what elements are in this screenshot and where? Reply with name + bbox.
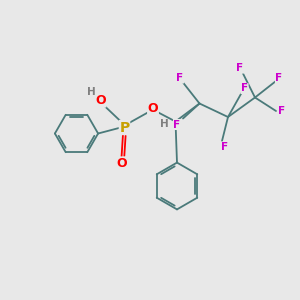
Text: F: F (176, 73, 184, 83)
Text: F: F (278, 106, 285, 116)
Text: P: P (119, 121, 130, 134)
Text: O: O (148, 101, 158, 115)
Text: F: F (236, 63, 244, 73)
Text: H: H (160, 119, 169, 130)
Text: O: O (95, 94, 106, 107)
Text: H: H (87, 87, 96, 97)
Text: F: F (173, 119, 181, 130)
Text: F: F (241, 83, 248, 94)
Text: F: F (221, 142, 229, 152)
Text: F: F (275, 73, 283, 83)
Text: O: O (116, 157, 127, 170)
